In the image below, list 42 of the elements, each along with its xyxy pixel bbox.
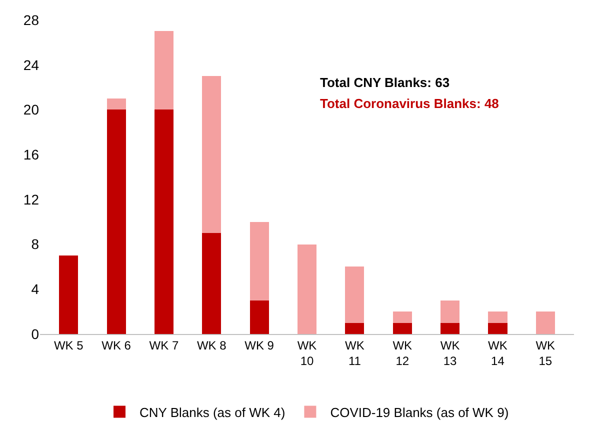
- x-tick-label: WK 5: [54, 338, 84, 352]
- bar: [202, 233, 222, 334]
- y-tick-label: 24: [23, 56, 40, 73]
- annotation: Total Coronavirus Blanks: 48: [320, 96, 499, 111]
- x-tick-label: WK 8: [196, 338, 227, 352]
- x-tick-label: WK 9: [244, 338, 274, 352]
- x-tick-label: WK 12: [392, 338, 412, 368]
- bar: [297, 244, 317, 334]
- x-tick-label: WK 15: [536, 338, 556, 368]
- x-tick-label: WK 7: [149, 338, 179, 352]
- y-tick-label: 4: [31, 281, 40, 298]
- bar: [440, 300, 460, 323]
- bar: [440, 322, 460, 334]
- x-tick-label: WK 11: [345, 338, 364, 368]
- bar: [59, 256, 78, 334]
- bar: [154, 110, 174, 334]
- bar: [250, 300, 269, 334]
- y-tick-label: 28: [23, 12, 40, 28]
- y-tick-label: 20: [23, 102, 40, 118]
- bar: [154, 31, 174, 110]
- bar: [250, 222, 269, 300]
- bar: [106, 98, 126, 110]
- bar: [488, 312, 508, 323]
- y-tick-label: 8: [31, 236, 40, 252]
- x-tick-label: WK 14: [488, 338, 508, 368]
- bar: [202, 76, 222, 234]
- legend-label: COVID-19 Blanks (as of WK 9): [330, 404, 509, 420]
- bar: [392, 312, 412, 323]
- x-tick-label: WK 13: [440, 338, 460, 368]
- bar: [345, 322, 364, 334]
- y-tick-label: 12: [23, 191, 40, 208]
- bar: [488, 322, 508, 334]
- bar: [345, 266, 364, 323]
- y-tick-label: 16: [23, 146, 40, 162]
- annotation: Total CNY Blanks: 63: [320, 75, 450, 90]
- bar: [106, 110, 126, 334]
- legend-label: CNY Blanks (as of WK 4): [140, 404, 286, 420]
- bar: [536, 312, 555, 334]
- y-tick-label: 0: [31, 326, 40, 342]
- x-tick-label: WK 6: [102, 338, 132, 352]
- x-tick-label: WK 10: [297, 338, 317, 368]
- bar: [392, 322, 412, 334]
